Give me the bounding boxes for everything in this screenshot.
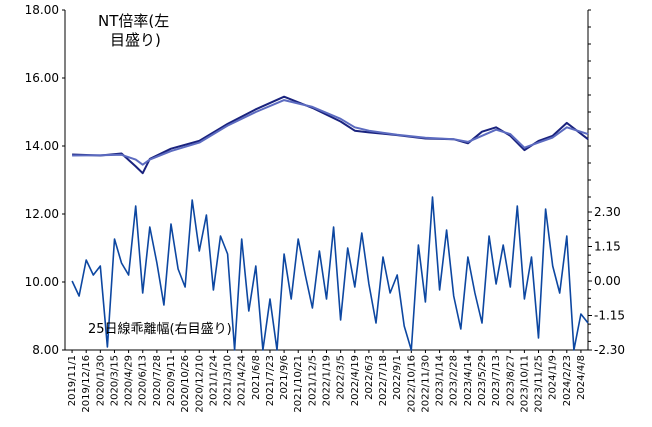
series-line-2	[71, 196, 589, 351]
left-axis-ticks: 18.00 16.00 14.00 12.00 10.00 8.00	[25, 3, 65, 357]
x-tick-label: 2020/10/26	[180, 355, 191, 413]
x-tick-label: 2022/1/19	[322, 355, 333, 406]
x-tick-label: 2020/4/29	[124, 355, 135, 406]
x-tick-label: 2022/6/3	[364, 355, 375, 400]
right-tick-label: 1.15	[594, 240, 621, 254]
x-tick-label: 2021/10/21	[293, 355, 304, 413]
nt-ratio-label-line1: NT倍率(左	[98, 12, 169, 30]
x-tick-label: 2020/6/13	[138, 355, 149, 406]
x-tick-label: 2023/8/27	[505, 355, 516, 406]
x-tick-label: 2021/3/10	[223, 355, 234, 406]
left-tick-label: 14.00	[25, 139, 59, 153]
right-tick-label: -1.15	[594, 309, 625, 323]
left-tick-label: 12.00	[25, 207, 59, 221]
series-line-1	[72, 99, 589, 166]
x-tick-label: 2022/9/1	[392, 355, 403, 400]
x-tick-label: 2021/7/23	[265, 355, 276, 406]
x-tick-label: 2024/4/8	[576, 355, 587, 400]
right-axis-ticks: 2.30 1.15 0.00 -1.15 -2.30	[588, 9, 625, 357]
left-tick-label: 8.00	[32, 343, 59, 357]
x-tick-label: 2020/1/30	[95, 355, 106, 406]
x-tick-label: 2023/5/29	[477, 355, 488, 406]
x-tick-label: 2022/4/19	[350, 355, 361, 406]
left-tick-label: 16.00	[25, 71, 59, 85]
x-tick-label: 2021/1/24	[208, 355, 219, 406]
x-tick-label: 2021/12/5	[307, 355, 318, 406]
right-tick-label: 2.30	[594, 205, 621, 219]
left-tick-label: 10.00	[25, 275, 59, 289]
x-tick-label: 2023/11/25	[534, 355, 545, 413]
left-tick-label: 18.00	[25, 3, 59, 17]
x-tick-label: 2020/3/15	[109, 355, 120, 406]
x-tick-label: 2023/10/11	[519, 355, 530, 413]
x-tick-label: 2022/7/18	[378, 355, 389, 406]
x-tick-label: 2020/9/11	[166, 355, 177, 406]
deviation-label: 25日線乖離幅(右目盛り)	[88, 321, 232, 337]
x-tick-label: 2020/7/28	[152, 355, 163, 406]
x-tick-label: 2023/1/14	[435, 355, 446, 406]
x-tick-label: 2022/3/5	[336, 355, 347, 400]
x-tick-label: 2024/1/9	[548, 355, 559, 400]
series-line-0	[72, 95, 589, 175]
right-tick-label: -2.30	[594, 343, 625, 357]
x-tick-label: 2023/2/28	[449, 355, 460, 406]
x-tick-label: 2023/7/13	[491, 355, 502, 406]
x-tick-label: 2019/12/16	[81, 355, 92, 413]
x-tick-label: 2021/4/24	[237, 355, 248, 406]
x-tick-label: 2021/9/6	[279, 355, 290, 400]
nt-ratio-label-line2: 目盛り)	[110, 31, 161, 49]
right-tick-label: 0.00	[594, 274, 621, 288]
series-layer	[71, 95, 589, 351]
x-tick-label: 2021/6/8	[251, 355, 262, 400]
x-tick-label: 2024/2/23	[562, 355, 573, 406]
x-tick-label: 2022/10/16	[406, 355, 417, 413]
x-tick-label: 2023/4/14	[463, 355, 474, 406]
x-tick-label: 2022/11/30	[420, 355, 431, 413]
x-axis-ticks: 2019/11/1 2019/12/16 2020/1/30 2020/3/15 202…	[67, 350, 587, 413]
x-tick-label: 2019/11/1	[67, 355, 78, 406]
x-tick-label: 2020/12/10	[194, 355, 205, 413]
